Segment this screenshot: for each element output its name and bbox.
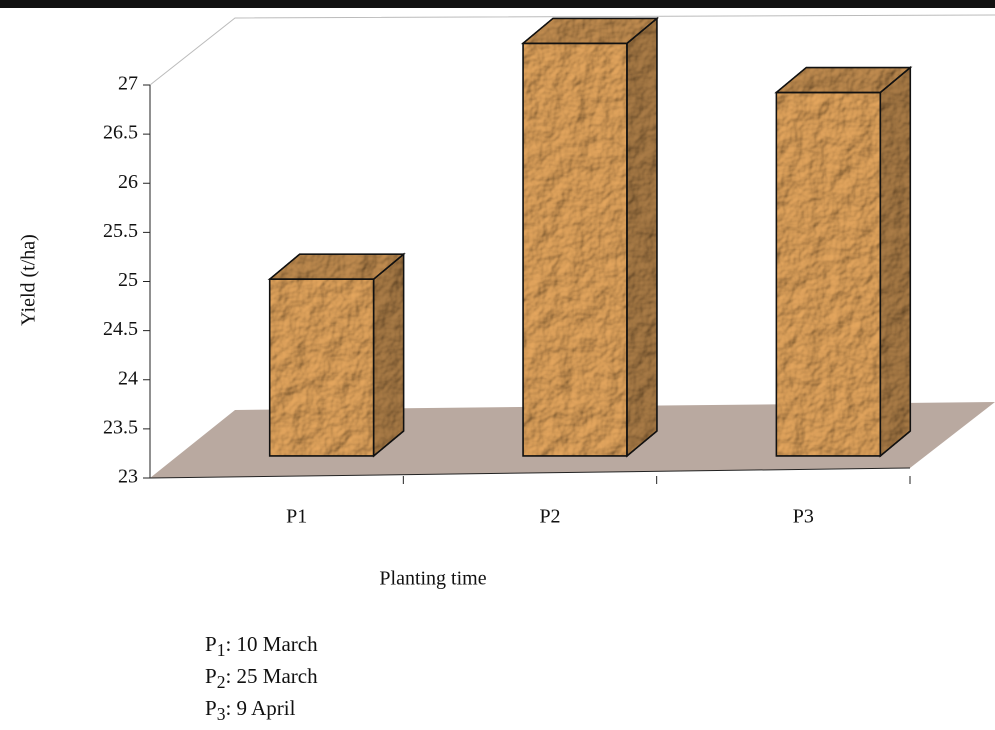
x-tick-label: P1 [286, 506, 307, 528]
y-tick-label: 23 [118, 466, 138, 488]
y-tick-label: 27 [118, 73, 138, 95]
x-tick-label: P2 [539, 506, 560, 528]
bar-side [879, 65, 912, 458]
y-tick-label: 26.5 [103, 122, 138, 144]
y-tick-label: 25 [118, 269, 138, 291]
x-axis [149, 467, 911, 479]
top-border [0, 0, 995, 8]
y-tick-label: 25.5 [103, 220, 138, 242]
bar-top-edge [774, 66, 913, 94]
bar-side [372, 252, 405, 458]
note: P1: 10 March [205, 632, 318, 661]
note-text: : 9 April [225, 696, 296, 720]
note-label: P [205, 696, 217, 720]
bar-top-edge [520, 17, 660, 45]
note-text: : 10 March [225, 632, 318, 656]
wall-edge [149, 14, 995, 86]
note-text: : 25 March [225, 664, 318, 688]
note-sub: 2 [216, 672, 226, 693]
x-tick-label: P3 [793, 506, 814, 528]
note: P3: 9 April [205, 696, 295, 725]
y-axis-label: Yield (t/ha) [18, 234, 40, 326]
note-label: P [205, 664, 217, 688]
x-axis-label: Planting time [379, 568, 486, 590]
note-sub: 3 [216, 704, 226, 725]
note: P2: 25 March [205, 664, 318, 693]
y-tick-label: 24.5 [103, 318, 138, 340]
y-tick-label: 23.5 [103, 416, 138, 438]
bar [520, 16, 660, 458]
bar-side [626, 16, 658, 458]
bar [267, 252, 406, 458]
bar-top-edge [267, 253, 406, 280]
bar-front [268, 278, 375, 457]
bar-front [775, 91, 882, 457]
y-tick-label: 24 [118, 367, 138, 389]
note-label: P [205, 632, 217, 656]
bar-front [522, 42, 628, 457]
y-tick-label: 26 [118, 171, 138, 193]
bar [774, 65, 913, 458]
note-sub: 1 [216, 640, 226, 661]
